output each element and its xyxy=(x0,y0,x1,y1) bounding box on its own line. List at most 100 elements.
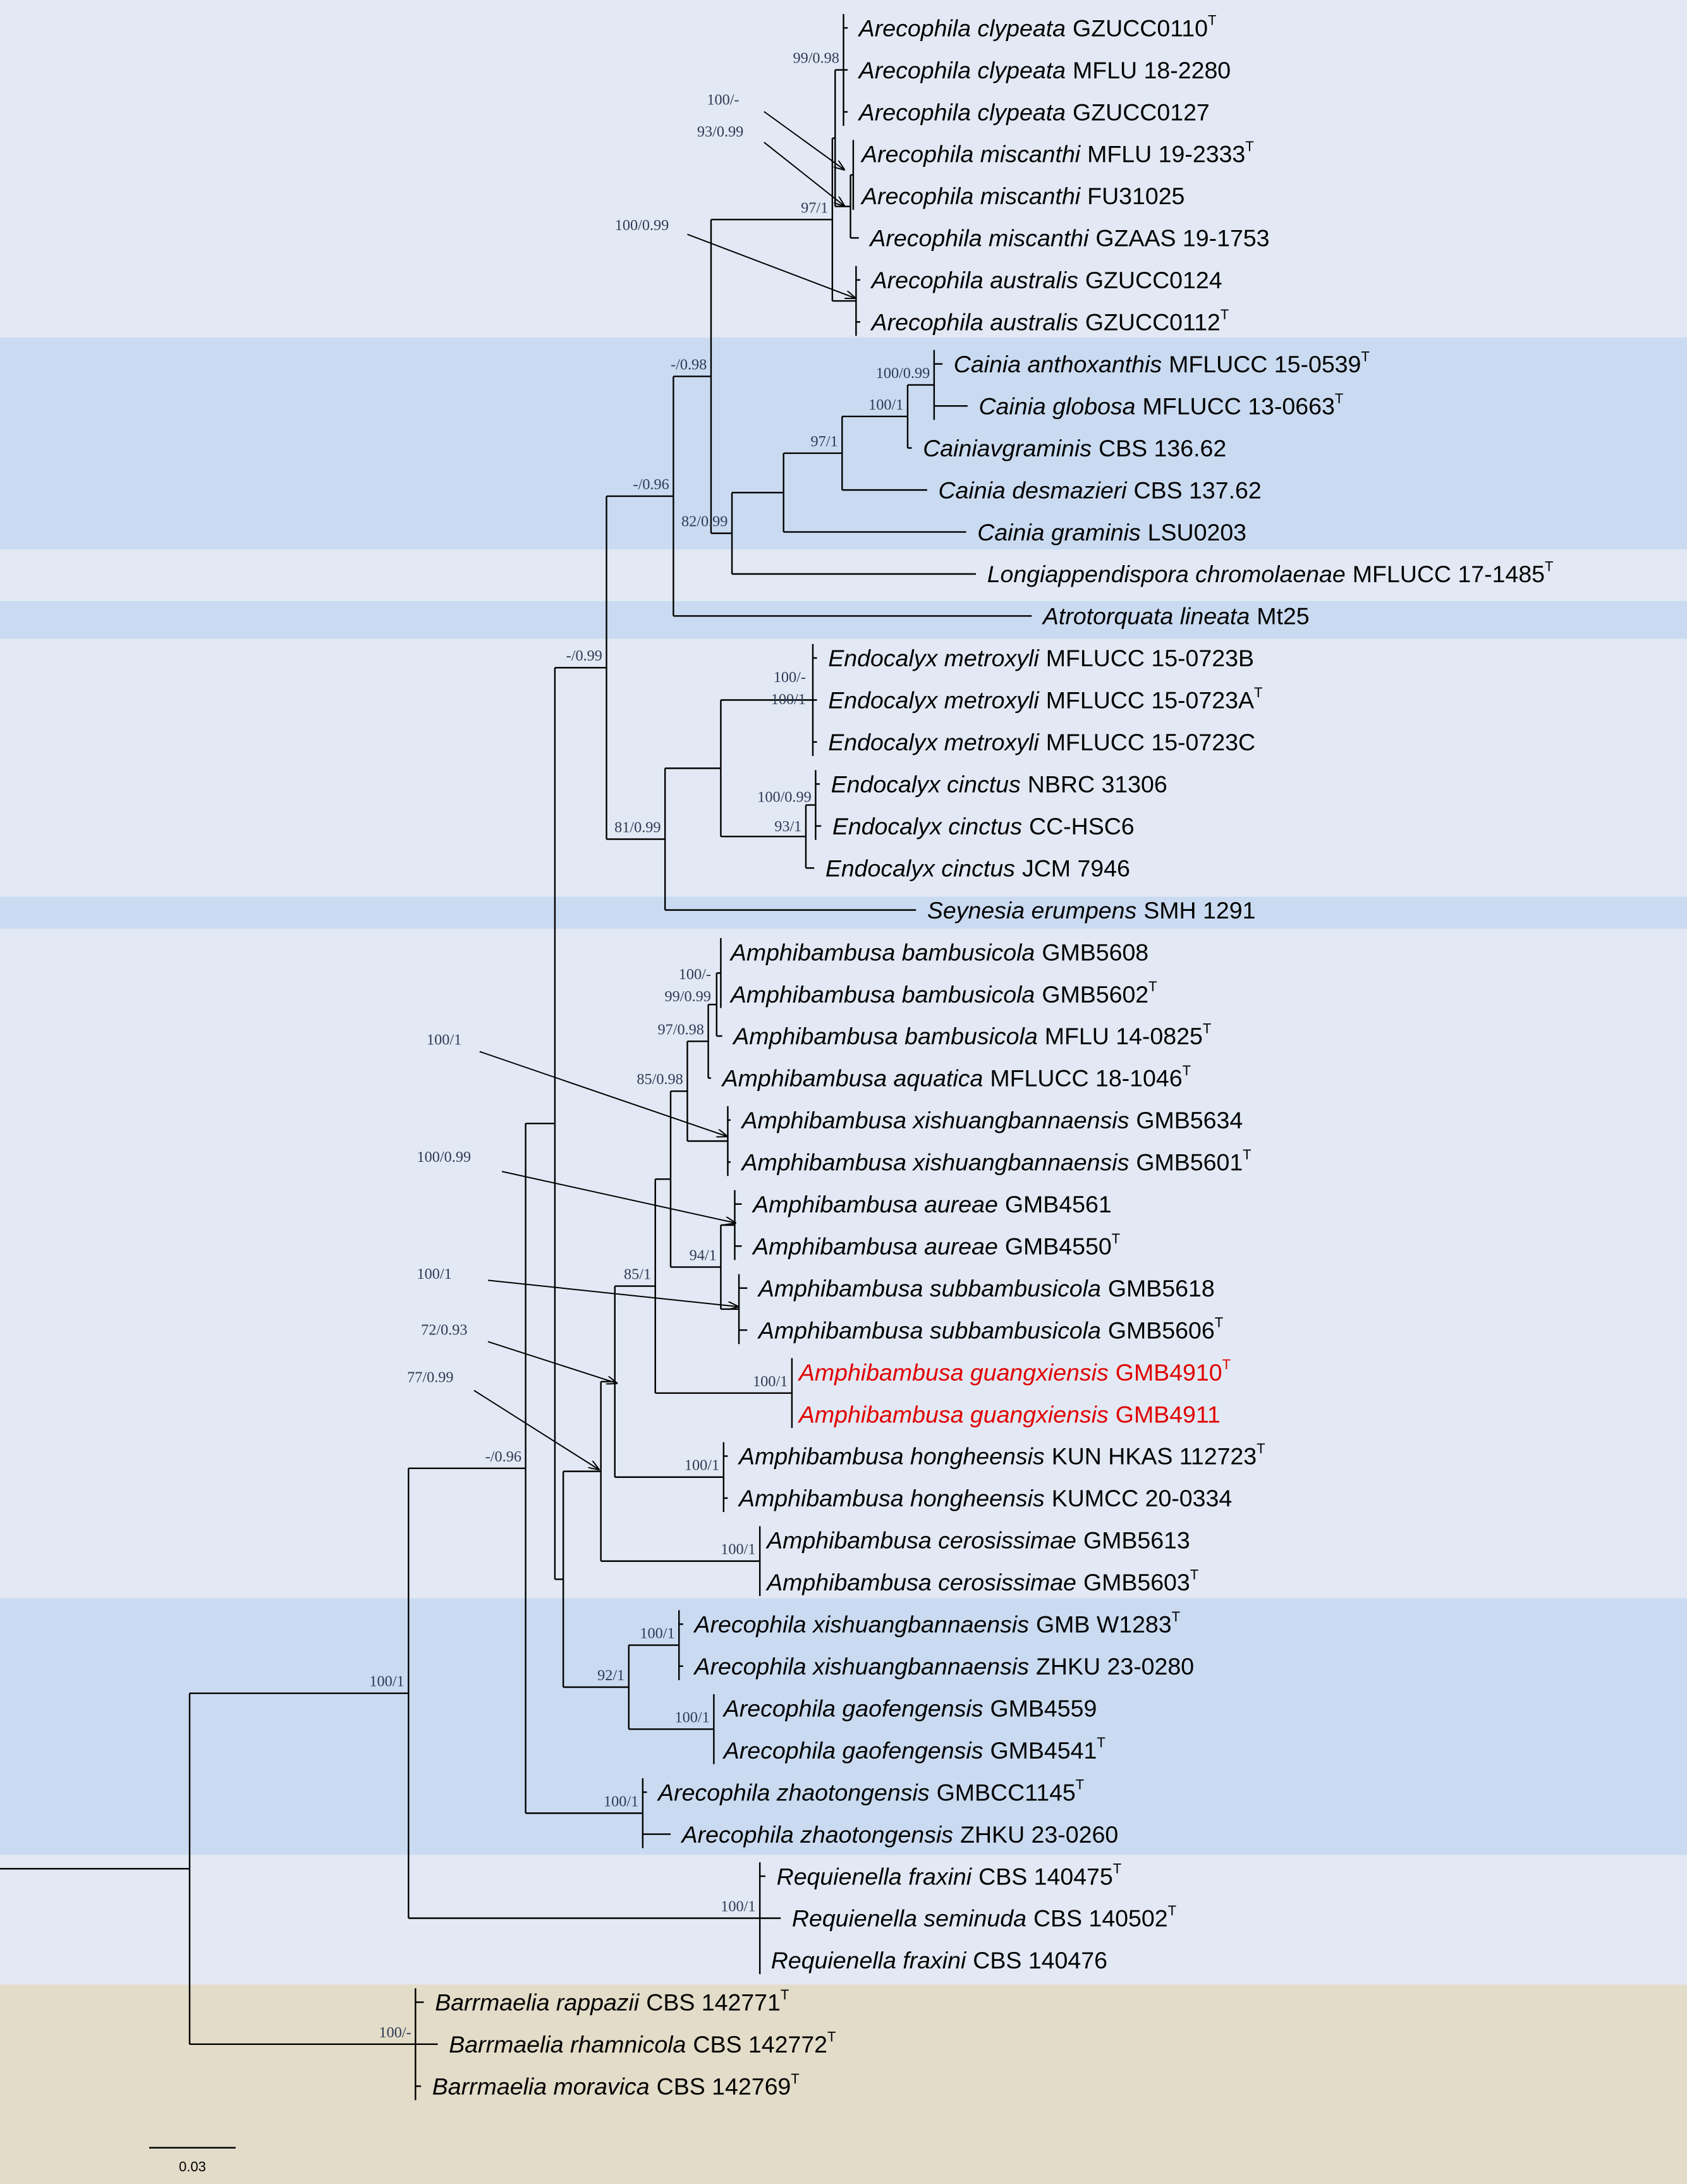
strain-number: GMB5608 xyxy=(1042,939,1148,965)
taxon-label: Atrotorquata lineata Mt25 xyxy=(1042,603,1310,630)
strain-number: MFLUCC 17-1485 xyxy=(1353,561,1545,587)
type-marker: T xyxy=(1361,348,1369,364)
species-name: Arecophila miscanthi xyxy=(860,183,1081,209)
strain-number: MFLUCC 15-0539 xyxy=(1169,351,1361,377)
species-name: Arecophila miscanthi xyxy=(860,141,1081,168)
type-marker: T xyxy=(1257,1441,1265,1456)
species-name: Endocalyx cinctus xyxy=(832,813,1022,839)
taxon-label: Arecophila gaofengensis GMB4559 xyxy=(722,1695,1097,1721)
species-name: Arecophila xishuangbannaensis xyxy=(693,1611,1028,1638)
taxon-label: Requienella fraxini CBS 140476 xyxy=(771,1947,1107,1974)
type-marker: T xyxy=(1172,1609,1180,1625)
support-value: 100/1 xyxy=(753,1373,788,1390)
species-name: Arecophila australis xyxy=(870,309,1078,336)
strain-number: JCM 7946 xyxy=(1022,855,1130,881)
clade-band-atrotorquata xyxy=(0,601,1687,639)
type-marker: T xyxy=(1208,13,1216,28)
species-name: Amphibambusa cerosissimae xyxy=(765,1527,1076,1554)
species-name: Endocalyx metroxyli xyxy=(828,729,1040,755)
support-value: 100/1 xyxy=(604,1793,638,1810)
species-name: Arecophila zhaotongensis xyxy=(657,1779,929,1805)
taxon-label: Amphibambusa aureae GMB4550T xyxy=(752,1231,1120,1260)
species-name: Requienella fraxini xyxy=(777,1863,973,1889)
species-name: Amphibambusa aureae xyxy=(752,1191,998,1217)
species-name: Arecophila clypeata xyxy=(858,15,1066,41)
taxon-label: Amphibambusa bambusicola GMB5608 xyxy=(729,939,1148,965)
taxon-label: Requienella fraxini CBS 140475T xyxy=(777,1861,1122,1890)
strain-number: GMB W1283 xyxy=(1036,1611,1172,1638)
strain-number: GMB4541 xyxy=(990,1737,1097,1764)
taxon-label: Amphibambusa guangxiensis GMB4911 xyxy=(798,1401,1221,1427)
species-name: Cainia desmazieri xyxy=(938,477,1128,503)
species-name: Amphibambusa aquatica xyxy=(721,1065,984,1092)
strain-number: KUN HKAS 112723 xyxy=(1052,1443,1257,1470)
support-value: 97/1 xyxy=(801,199,828,216)
species-name: Arecophila gaofengensis xyxy=(722,1737,984,1764)
taxon-label: Amphibambusa aquatica MFLUCC 18-1046T xyxy=(721,1063,1191,1092)
type-marker: T xyxy=(1215,1315,1223,1331)
support-value: 100/0.99 xyxy=(615,217,669,234)
taxon-label: Endocalyx cinctus NBRC 31306 xyxy=(831,771,1167,798)
species-name: Barrmaelia rappazii xyxy=(435,1989,640,2016)
clade-band-barrmaelia xyxy=(0,1984,1687,2184)
support-value: 100/- xyxy=(774,669,806,686)
strain-number: Mt25 xyxy=(1257,603,1309,630)
strain-number: ZHKU 23-0260 xyxy=(960,1821,1118,1848)
taxon-label: Cainia globosa MFLUCC 13-0663T xyxy=(978,391,1343,420)
strain-number: GZUCC0127 xyxy=(1073,99,1210,125)
strain-number: MFLUCC 18-1046 xyxy=(990,1065,1182,1092)
strain-number: GMB4550 xyxy=(1005,1233,1112,1259)
strain-number: CBS 142769 xyxy=(657,2073,791,2100)
support-arrow xyxy=(473,1389,600,1470)
species-name: Arecophila xishuangbannaensis xyxy=(693,1653,1028,1680)
taxon-label: Amphibambusa subbambusicola GMB5618 xyxy=(757,1275,1215,1302)
taxon-label: Amphibambusa bambusicola MFLU 14-0825T xyxy=(732,1021,1211,1050)
strain-number: MFLU 19-2333 xyxy=(1087,141,1245,168)
taxon-label: Amphibambusa subbambusicola GMB5606T xyxy=(757,1315,1223,1344)
support-value: 99/0.99 xyxy=(665,988,711,1005)
strain-number: GMB4561 xyxy=(1005,1191,1112,1217)
support-value: 100/1 xyxy=(721,1541,755,1558)
support-value: 100/- xyxy=(707,91,739,108)
species-name: Atrotorquata lineata xyxy=(1042,603,1250,630)
strain-number: GZAAS 19-1753 xyxy=(1095,225,1269,252)
species-name: Arecophila clypeata xyxy=(858,57,1066,83)
species-name: Longiappendispora chromolaenae xyxy=(987,561,1346,587)
strain-number: FU31025 xyxy=(1087,183,1185,209)
taxon-label: Endocalyx metroxyli MFLUCC 15-0723C xyxy=(828,729,1255,755)
species-name: Arecophila clypeata xyxy=(858,99,1066,125)
support-value: -/0.98 xyxy=(671,356,707,373)
support-value: 100/0.99 xyxy=(757,789,812,806)
species-name: Amphibambusa bambusicola xyxy=(729,939,1035,965)
taxon-label: Barrmaelia rappazii CBS 142771T xyxy=(435,1987,789,2016)
taxon-label: Arecophila miscanthi MFLU 19-2333T xyxy=(860,138,1254,168)
support-value: 81/0.99 xyxy=(614,819,661,836)
support-value: 100/0.99 xyxy=(417,1149,472,1166)
species-name: Seynesia erumpens xyxy=(927,897,1136,924)
support-value: 100/- xyxy=(379,2024,411,2041)
species-name: Barrmaelia rhamnicola xyxy=(449,2031,686,2058)
strain-number: MFLUCC 15-0723B xyxy=(1046,645,1254,671)
support-value: 72/0.93 xyxy=(421,1321,467,1338)
strain-number: GMB5606 xyxy=(1108,1317,1215,1343)
strain-number: MFLU 14-0825 xyxy=(1045,1023,1203,1049)
species-name: Amphibambusa aureae xyxy=(752,1233,998,1259)
strain-number: GZUCC0112 xyxy=(1085,309,1221,336)
taxon-label: Endocalyx cinctus JCM 7946 xyxy=(825,855,1130,881)
support-value: 100/1 xyxy=(771,691,806,708)
taxon-label: Barrmaelia moravica CBS 142769T xyxy=(432,2071,800,2100)
strain-number: MFLUCC 15-0723A xyxy=(1046,687,1254,714)
type-marker: T xyxy=(1254,685,1262,700)
species-name: Arecophila australis xyxy=(870,267,1078,293)
support-value: 92/1 xyxy=(597,1667,624,1684)
support-value: 100/- xyxy=(679,966,711,983)
taxon-label: Arecophila zhaotongensis GMBCC1145T xyxy=(657,1777,1084,1806)
strain-number: GZUCC0124 xyxy=(1085,267,1222,293)
support-value: 100/1 xyxy=(640,1625,674,1642)
species-name: Amphibambusa subbambusicola xyxy=(757,1275,1101,1302)
taxon-label: Amphibambusa aureae GMB4561 xyxy=(752,1191,1112,1217)
support-value: 100/1 xyxy=(868,396,903,413)
strain-number: GMB5603 xyxy=(1083,1569,1190,1595)
type-marker: T xyxy=(1203,1021,1211,1037)
support-value: 93/0.99 xyxy=(697,123,743,140)
